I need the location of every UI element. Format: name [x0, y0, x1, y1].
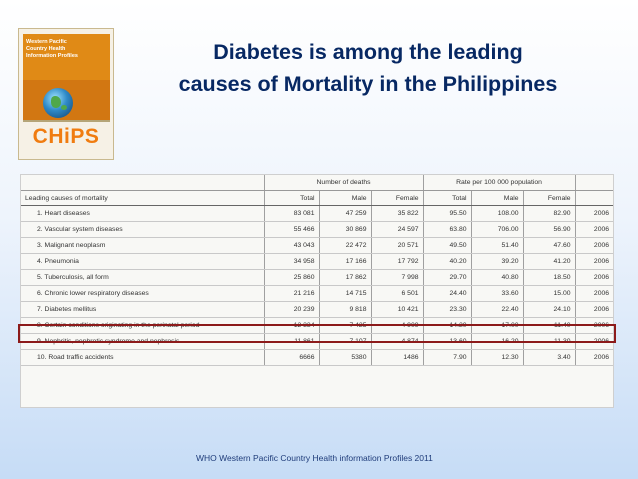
- value-cell: 35 822: [370, 205, 424, 222]
- cause-cell: 10. Road traffic accidents: [21, 349, 264, 366]
- column-header: [574, 190, 614, 206]
- table-row: 10. Road traffic accidents 6666 5380 1486 7.…: [21, 349, 614, 366]
- value-cell: 17 166: [318, 253, 371, 270]
- column-header: Female: [522, 190, 576, 206]
- value-cell: 9 818: [318, 301, 371, 318]
- value-cell: 2006: [574, 349, 614, 366]
- chips-book-cover: Western Pacific Country Health Informati…: [18, 28, 114, 160]
- cover-line: Information Profiles: [26, 53, 78, 59]
- value-cell: 33.60: [470, 285, 524, 302]
- value-cell: 17 792: [370, 253, 424, 270]
- value-cell: 15.00: [522, 285, 576, 302]
- value-cell: 6666: [263, 349, 319, 366]
- header-rate: Rate per 100 000 population: [422, 175, 576, 191]
- value-cell: 49.50: [422, 237, 472, 254]
- value-cell: 23.30: [422, 301, 472, 318]
- table-row: 1. Heart diseases 83 081 47 259 35 822 95.50…: [21, 205, 614, 222]
- cause-cell: 7. Diabetes mellitus: [21, 301, 264, 318]
- value-cell: 30 869: [318, 221, 371, 238]
- value-cell: 706.00: [470, 221, 524, 238]
- value-cell: 2006: [574, 221, 614, 238]
- value-cell: 2006: [574, 253, 614, 270]
- value-cell: 14 715: [318, 285, 371, 302]
- value-cell: 22.40: [470, 301, 524, 318]
- mortality-table: Number of deaths Rate per 100 000 popula…: [20, 174, 614, 408]
- cause-cell: 1. Heart diseases: [21, 205, 264, 222]
- cause-cell: 4. Pneumonia: [21, 253, 264, 270]
- value-cell: 95.50: [422, 205, 472, 222]
- value-cell: 20 571: [370, 237, 424, 254]
- column-header: Total: [263, 190, 319, 206]
- value-cell: 6 501: [370, 285, 424, 302]
- value-cell: 2006: [574, 237, 614, 254]
- cover-title-block: Western Pacific Country Health Informati…: [23, 34, 110, 80]
- cause-cell: 6. Chronic lower respiratory diseases: [21, 285, 264, 302]
- cover-line: Country Health: [26, 46, 66, 52]
- value-cell: 63.80: [422, 221, 472, 238]
- column-header: Male: [470, 190, 524, 206]
- value-cell: 83 081: [263, 205, 319, 222]
- value-cell: 108.00: [470, 205, 524, 222]
- globe-image: [23, 80, 110, 120]
- value-cell: 12.30: [470, 349, 524, 366]
- value-cell: 40.80: [470, 269, 524, 286]
- title-line-1: Diabetes is among the leading: [213, 40, 523, 64]
- value-cell: 40.20: [422, 253, 472, 270]
- value-cell: 21 216: [263, 285, 319, 302]
- table-row: 3. Malignant neoplasm 43 043 22 472 20 571 4…: [21, 237, 614, 254]
- cause-cell: 3. Malignant neoplasm: [21, 237, 264, 254]
- value-cell: 56.90: [522, 221, 576, 238]
- value-cell: 7 998: [370, 269, 424, 286]
- value-cell: 25 860: [263, 269, 319, 286]
- cause-cell: 5. Tuberculosis, all form: [21, 269, 264, 286]
- value-cell: 20 239: [263, 301, 319, 318]
- value-cell: 43 043: [263, 237, 319, 254]
- value-cell: 18.50: [522, 269, 576, 286]
- table-row: 7. Diabetes mellitus 20 239 9 818 10 421 23.…: [21, 301, 614, 318]
- value-cell: 2006: [574, 285, 614, 302]
- value-cell: 2006: [574, 301, 614, 318]
- source-footer: WHO Western Pacific Country Health infor…: [196, 453, 433, 463]
- column-header: Total: [422, 190, 472, 206]
- value-cell: 41.20: [522, 253, 576, 270]
- table-row: 6. Chronic lower respiratory diseases 21 …: [21, 285, 614, 302]
- value-cell: 5380: [318, 349, 371, 366]
- value-cell: 24.40: [422, 285, 472, 302]
- value-cell: 2006: [574, 269, 614, 286]
- value-cell: 10 421: [370, 301, 424, 318]
- table-row: 2. Vascular system diseases 55 466 30 869 2…: [21, 221, 614, 238]
- value-cell: 24.10: [522, 301, 576, 318]
- table-row: 4. Pneumonia 34 958 17 166 17 792 40.20 39.20…: [21, 253, 614, 270]
- value-cell: 24 597: [370, 221, 424, 238]
- value-cell: 51.40: [470, 237, 524, 254]
- value-cell: 29.70: [422, 269, 472, 286]
- value-cell: 82.90: [522, 205, 576, 222]
- column-header: Male: [318, 190, 371, 206]
- column-header: Female: [370, 190, 424, 206]
- value-cell: 22 472: [318, 237, 371, 254]
- header-number-of-deaths: Number of deaths: [263, 175, 424, 191]
- value-cell: 2006: [574, 205, 614, 222]
- chips-logo: CHiPS: [32, 125, 100, 148]
- value-cell: 47 259: [318, 205, 371, 222]
- slide-title: Diabetes is among the leading causes of …: [118, 36, 618, 100]
- title-line-2: causes of Mortality in the Philippines: [178, 72, 558, 96]
- column-header: Leading causes of mortality: [21, 190, 264, 206]
- cover-line: Western Pacific: [26, 39, 67, 45]
- value-cell: 39.20: [470, 253, 524, 270]
- value-cell: 47.60: [522, 237, 576, 254]
- value-cell: 1486: [370, 349, 424, 366]
- diabetes-row-highlight: [18, 324, 616, 343]
- value-cell: 55 466: [263, 221, 319, 238]
- value-cell: 3.40: [522, 349, 576, 366]
- cause-cell: 2. Vascular system diseases: [21, 221, 264, 238]
- value-cell: 7.90: [422, 349, 472, 366]
- value-cell: 34 958: [263, 253, 319, 270]
- value-cell: 17 862: [318, 269, 371, 286]
- table-row: 5. Tuberculosis, all form 25 860 17 862 7 9…: [21, 269, 614, 286]
